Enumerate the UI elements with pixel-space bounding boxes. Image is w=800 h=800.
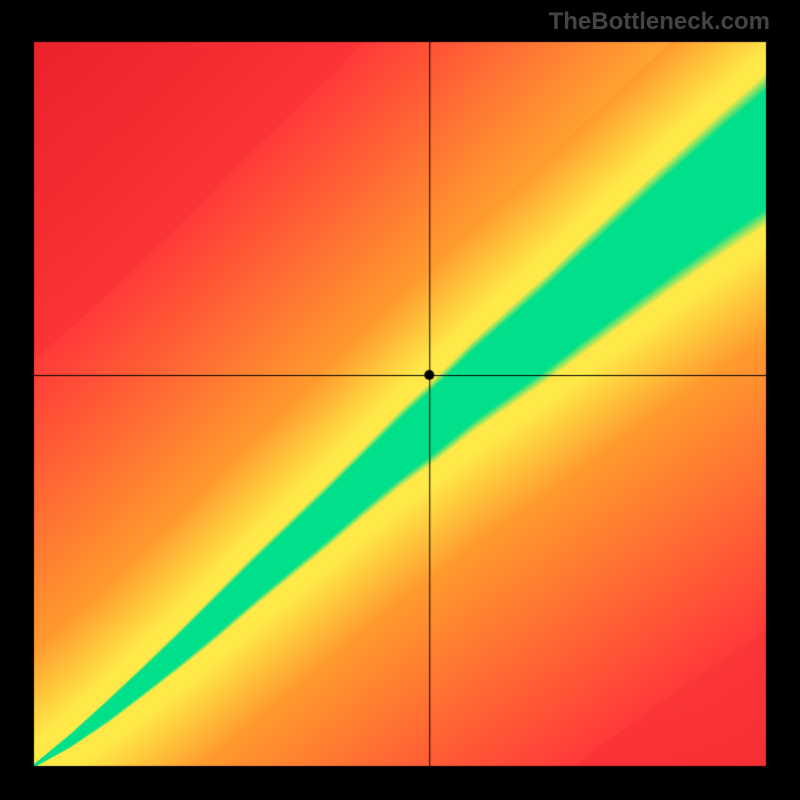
watermark-text: TheBottleneck.com xyxy=(549,8,770,36)
bottleneck-heatmap xyxy=(0,0,800,800)
chart-container: TheBottleneck.com xyxy=(0,0,800,800)
